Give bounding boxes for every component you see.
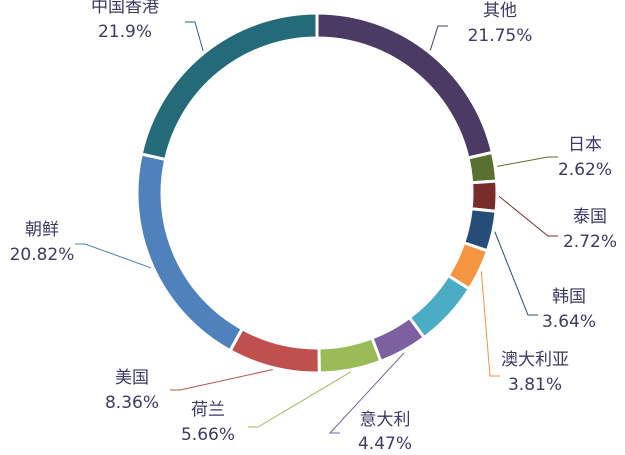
slice-8 xyxy=(228,326,321,375)
slice-value-label: 2.72% xyxy=(563,232,617,252)
slice-name-label: 荷兰 xyxy=(191,400,225,420)
slice-10 xyxy=(139,11,319,162)
leader-line-1 xyxy=(496,156,558,167)
leader-line-9 xyxy=(75,243,152,269)
slice-name-label: 朝鲜 xyxy=(25,220,59,240)
slice-name-label: 澳大利亚 xyxy=(501,350,569,370)
slice-7 xyxy=(317,336,383,375)
slice-value-label: 4.47% xyxy=(358,434,412,454)
slice-value-label: 3.81% xyxy=(508,375,562,395)
leader-line-6 xyxy=(328,352,405,434)
slice-name-label: 美国 xyxy=(115,368,149,388)
slice-2 xyxy=(469,179,499,213)
slice-value-label: 21.75% xyxy=(468,26,533,46)
leader-line-10 xyxy=(185,21,204,52)
slice-name-label: 泰国 xyxy=(573,207,607,227)
slice-9 xyxy=(135,152,245,353)
slice-value-label: 20.82% xyxy=(10,245,75,265)
slice-name-label: 其他 xyxy=(483,1,517,21)
slices-layer xyxy=(135,11,499,375)
leader-line-4 xyxy=(480,271,500,377)
slice-value-label: 21.9% xyxy=(98,22,152,42)
slice-0 xyxy=(315,11,495,160)
leader-line-2 xyxy=(498,195,558,237)
leader-line-3 xyxy=(494,231,538,316)
slice-value-label: 5.66% xyxy=(181,425,235,445)
slice-name-label: 意大利 xyxy=(360,410,411,430)
labels-layer: 其他 21.75% 日本 2.62% 泰国 2.72% 韩国 3.64% 澳大利亚 3.81% 意大… xyxy=(10,0,617,454)
leader-line-7 xyxy=(248,371,352,428)
leader-line-0 xyxy=(429,25,448,51)
slice-value-label: 3.64% xyxy=(542,312,596,332)
leader-line-8 xyxy=(170,369,273,391)
slice-value-label: 2.62% xyxy=(558,160,612,180)
leader-lines-layer xyxy=(75,21,558,434)
slice-name-label: 日本 xyxy=(568,135,602,155)
slice-value-label: 8.36% xyxy=(105,393,159,413)
slice-1 xyxy=(466,150,499,185)
slice-name-label: 韩国 xyxy=(552,287,586,307)
slice-name-label: 中国香港 xyxy=(91,0,159,17)
